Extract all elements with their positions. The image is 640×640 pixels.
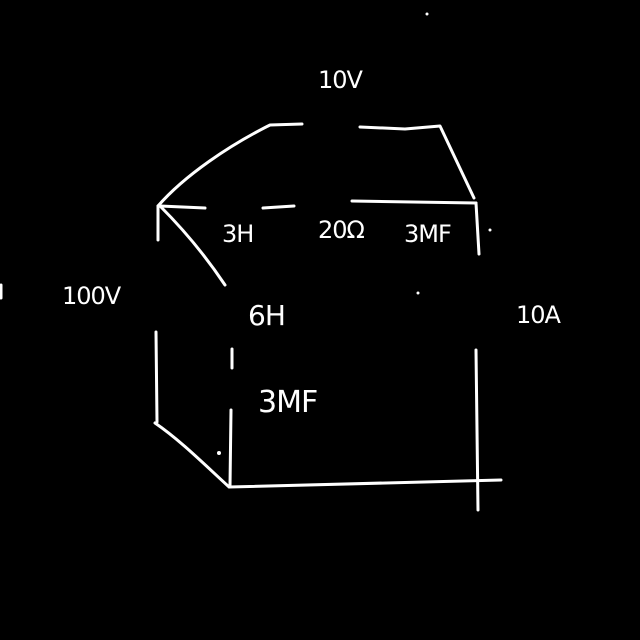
top-inductor-label: 3H (222, 220, 254, 248)
left-source-label: 100V (62, 282, 121, 310)
ink-dot (217, 451, 221, 455)
ink-dot (416, 291, 420, 295)
bottom-left-diagonal-wire (153, 421, 230, 488)
top-capacitor-label: 3MF (404, 220, 452, 248)
ink-dot (488, 228, 492, 232)
right-vertical-wire-top (474, 201, 481, 256)
bottom-wire (227, 478, 503, 489)
middle-capacitor-label: 3MF (258, 385, 318, 420)
middle-inductor-label: 6H (248, 299, 286, 332)
top-resistor-label: 20Ω (318, 216, 365, 244)
right-vertical-wire-bottom (474, 348, 480, 512)
middle-vertical-wire-bottom (228, 408, 233, 488)
right-source-label: 10A (516, 301, 561, 329)
upper-wire-segment-2 (261, 204, 296, 210)
top-source-label: 10V (318, 66, 363, 94)
ink-dot (425, 12, 429, 16)
upper-wire-segment-3 (350, 199, 478, 205)
left-diagonal-wire (158, 204, 227, 287)
upper-wire-segment-1 (158, 204, 207, 210)
top-branch-wire-left (156, 122, 304, 208)
left-vertical-wire-bottom (154, 330, 159, 424)
top-branch-wire-right (358, 124, 476, 200)
